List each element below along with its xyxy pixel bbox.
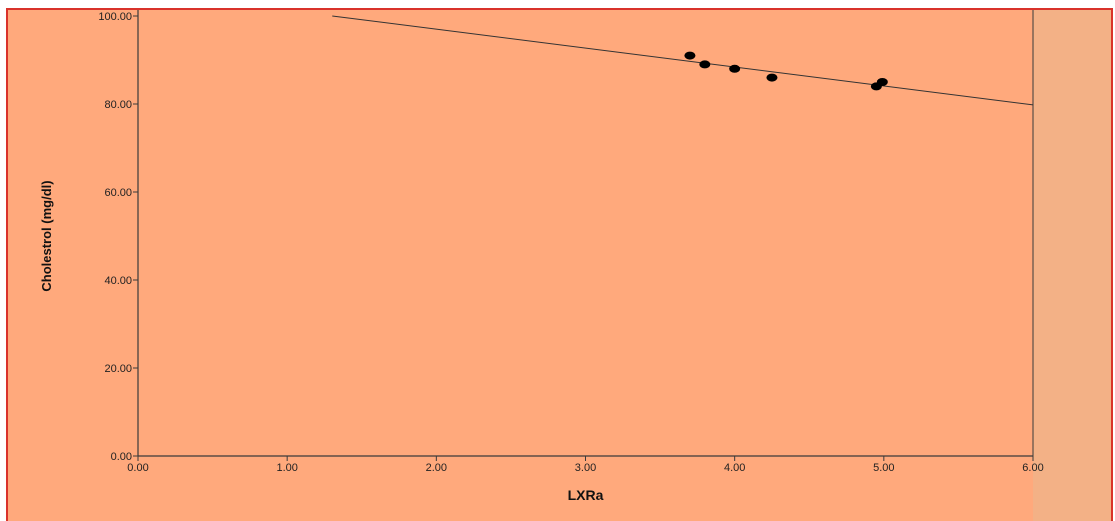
x-tick-label: 5.00 (873, 462, 894, 474)
right-panel (1033, 10, 1111, 521)
y-axis-ticks: 0.00 20.00 40.00 60.00 80.00 100.00 (98, 11, 138, 463)
y-tick-label: 80.00 (104, 99, 132, 111)
y-tick-label: 40.00 (104, 275, 132, 287)
data-points (684, 51, 888, 91)
x-axis-title: LXRa (568, 487, 604, 503)
y-axis-title: Cholestrol (mg/dl) (39, 180, 54, 291)
x-tick-label: 2.00 (426, 462, 447, 474)
x-tick-label: 6.00 (1022, 462, 1043, 474)
y-tick-label: 0.00 (111, 451, 132, 463)
data-point (876, 78, 888, 86)
axes (137, 10, 1034, 457)
x-tick-label: 1.00 (276, 462, 297, 474)
y-tick-label: 60.00 (104, 187, 132, 199)
x-axis-ticks: 0.00 1.00 2.00 3.00 4.00 5.00 6.00 (127, 456, 1044, 474)
data-point (766, 73, 778, 82)
x-tick-label: 3.00 (575, 462, 596, 474)
x-tick-label: 4.00 (724, 462, 745, 474)
data-point (699, 60, 711, 69)
x-tick-label: 0.00 (127, 462, 148, 474)
data-point (684, 51, 696, 60)
chart-frame (6, 8, 1113, 521)
y-tick-label: 20.00 (104, 363, 132, 375)
fit-line (332, 15, 1034, 106)
y-tick-label: 100.00 (98, 11, 132, 23)
data-point (729, 64, 741, 73)
